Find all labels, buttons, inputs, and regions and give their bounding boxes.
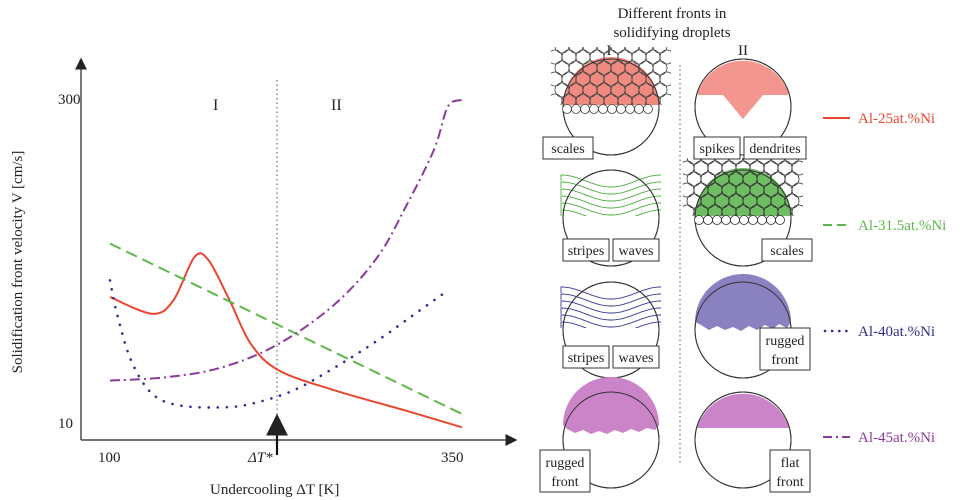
- svg-text:scales: scales: [551, 142, 584, 157]
- legend-al-25: Al-25at.%Ni: [823, 111, 935, 127]
- svg-text:stripes: stripes: [568, 351, 605, 366]
- panel-title-line1: Different fronts in: [618, 6, 727, 22]
- x-tick-left: 100: [98, 450, 121, 466]
- droplet-panel: Different fronts in solidifying droplets…: [539, 6, 946, 493]
- x-tick-right: 350: [441, 450, 464, 466]
- region-label-1: I: [213, 97, 218, 114]
- svg-text:Al-25at.%Ni: Al-25at.%Ni: [858, 111, 935, 127]
- label-box-scales-r1: scales: [542, 136, 594, 160]
- svg-text:waves: waves: [619, 244, 654, 259]
- svg-text:Al-45at.%Ni: Al-45at.%Ni: [858, 430, 935, 446]
- svg-text:front: front: [771, 353, 798, 368]
- droplet-row-4-right: [694, 391, 792, 489]
- svg-text:front: front: [776, 475, 803, 490]
- legend-al-40: Al-40at.%Ni: [823, 324, 935, 340]
- series-al-45-curve: [109, 99, 463, 382]
- y-tick-top: 300: [58, 92, 81, 108]
- svg-text:Al-40at.%Ni: Al-40at.%Ni: [858, 324, 935, 340]
- series-al-40-curve: [108, 279, 450, 409]
- droplet-row-1-left: [551, 47, 671, 156]
- label-box-stripes-r2: stripes: [562, 238, 610, 262]
- velocity-chart: 300 10 100 ΔT* 350 I II Undercooling ΔT …: [10, 57, 518, 498]
- svg-text:rugged: rugged: [546, 456, 585, 471]
- droplet-row-1-right: [694, 58, 792, 156]
- panel-title-line2: solidifying droplets: [613, 25, 730, 41]
- svg-text:waves: waves: [619, 351, 654, 366]
- region-label-2: II: [331, 97, 342, 114]
- label-box-waves-r3: waves: [612, 345, 660, 369]
- svg-text:stripes: stripes: [568, 244, 605, 259]
- label-box-dendrites: dendrites: [743, 136, 807, 160]
- label-box-stripes-r3: stripes: [562, 345, 610, 369]
- x-tick-mid: ΔT*: [247, 450, 273, 466]
- y-tick-bottom: 10: [58, 416, 73, 432]
- label-box-waves-r2: waves: [612, 238, 660, 262]
- svg-text:scales: scales: [770, 244, 803, 259]
- y-axis-title: Solidification front velocity V [cm/s]: [10, 151, 26, 374]
- label-box-scales-r2: scales: [761, 238, 813, 262]
- legend-al-31-5: Al-31.5at.%Ni: [823, 218, 946, 234]
- series-al-25-curve: [109, 252, 463, 429]
- series-al-31-5-curve: [109, 242, 463, 415]
- label-box-flat-front-r4: flat front: [769, 449, 811, 493]
- x-axis-title: Undercooling ΔT [K]: [210, 482, 339, 498]
- label-box-rugged-front-r4: rugged front: [539, 449, 591, 493]
- svg-text:spikes: spikes: [700, 142, 735, 157]
- legend-al-45: Al-45at.%Ni: [823, 430, 935, 446]
- svg-text:front: front: [551, 475, 578, 490]
- svg-text:rugged: rugged: [766, 334, 805, 349]
- label-box-spikes: spikes: [693, 136, 741, 160]
- column-label-2: II: [738, 43, 748, 59]
- svg-text:Al-31.5at.%Ni: Al-31.5at.%Ni: [858, 218, 946, 234]
- svg-text:dendrites: dendrites: [749, 142, 800, 157]
- label-box-rugged-front-r3: rugged front: [759, 327, 811, 371]
- svg-text:flat: flat: [781, 456, 800, 471]
